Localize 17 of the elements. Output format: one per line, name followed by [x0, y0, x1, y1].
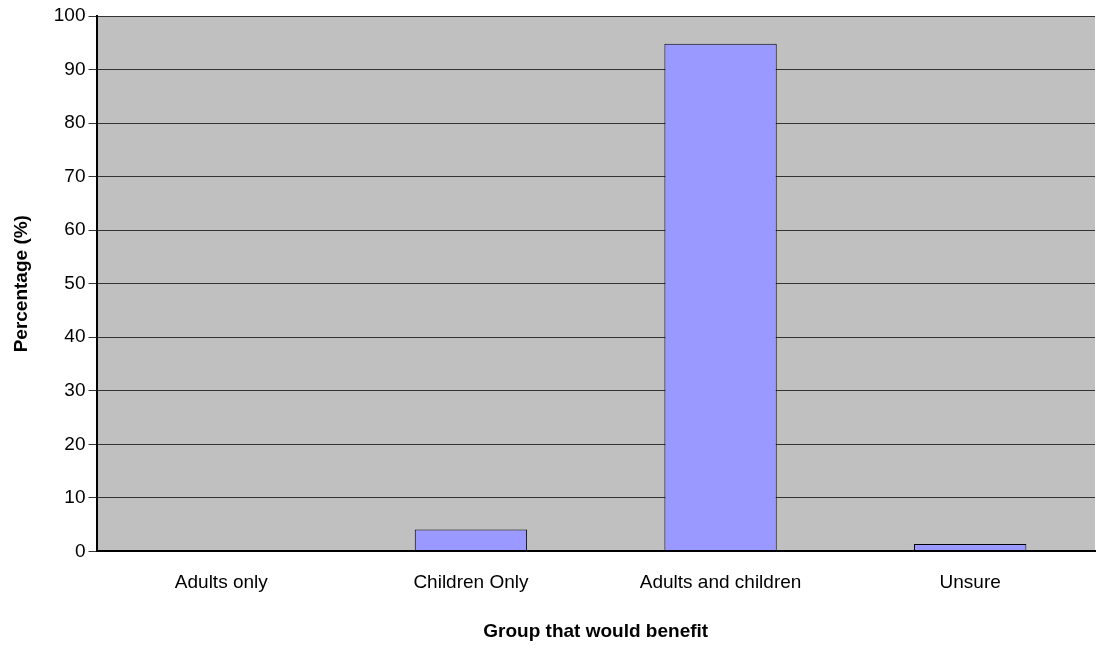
y-tick-label: 40: [64, 325, 86, 347]
y-tick-label: 80: [64, 111, 86, 133]
y-tick-label: 10: [64, 486, 86, 508]
y-tick-label: 60: [64, 218, 86, 240]
y-tick-label: 20: [64, 432, 86, 454]
x-tick-label: Children Only: [413, 571, 529, 593]
y-tick-label: 50: [64, 271, 86, 293]
x-tick-label: Adults and children: [639, 571, 802, 593]
y-axis-title: Percentage (%): [9, 215, 31, 353]
x-tick-label: Unsure: [939, 571, 1001, 593]
y-tick-label: 70: [64, 164, 86, 186]
y-tick-label: 90: [64, 57, 86, 79]
x-tick-label: Adults only: [174, 571, 269, 593]
y-tick-label: 0: [74, 539, 86, 561]
x-axis-title: Group that would benefit: [483, 619, 709, 641]
y-tick-label: 100: [53, 4, 86, 26]
y-tick-label: 30: [64, 379, 86, 401]
